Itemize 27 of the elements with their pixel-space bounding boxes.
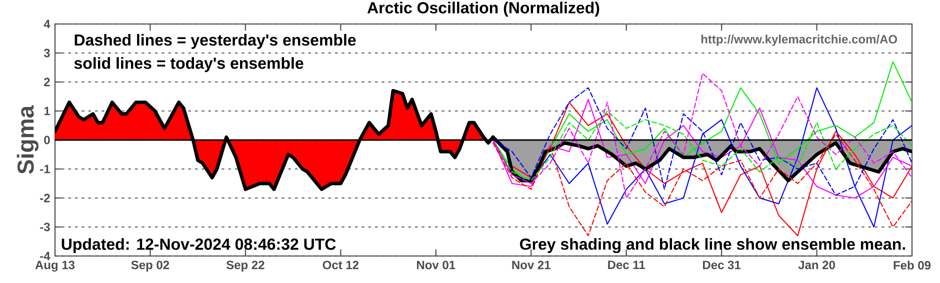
x-tick-label: Dec 11 [608,260,646,270]
x-tick-label: Nov 01 [417,260,456,270]
x-tick-label: Feb 09 [894,260,931,270]
y-tick-label: 2 [44,78,50,86]
y-axis-title: Sigma [16,105,38,174]
y-tick-label: 1 [44,106,50,116]
line-series [55,88,912,192]
y-tick-label: -4 [40,252,50,260]
x-tick-label: Dec 31 [703,260,741,270]
y-tick-label: -2 [40,194,50,202]
x-tick-label: Aug 13 [35,260,75,272]
y-tick-label: -3 [40,222,50,232]
x-tick-label: Oct 12 [322,260,359,270]
x-tick-label: Sep 02 [131,260,170,272]
annotation: Grey shading and black line show ensemble mean. [520,238,905,254]
annotation: Updated: 12-Nov-2024 08:46:32 UTC [62,238,336,254]
y-tick-label: 4 [44,20,50,28]
annotation: http://www.kylemacritchie.com/AO [701,34,898,46]
annotation: Dashed lines = yesterday's ensemble [74,34,356,49]
x-tick-label: Jan 20 [798,260,835,270]
y-tick-label: -1 [40,164,50,174]
annotation: solid lines = today's ensemble [74,57,304,72]
x-tick-label: Sep 22 [226,260,264,272]
y-tick-label: 3 [44,48,50,58]
chart-title: Arctic Oscillation (Normalized) [367,2,600,17]
x-tick-label: Nov 21 [512,260,550,270]
y-tick-label: 0 [44,136,50,144]
